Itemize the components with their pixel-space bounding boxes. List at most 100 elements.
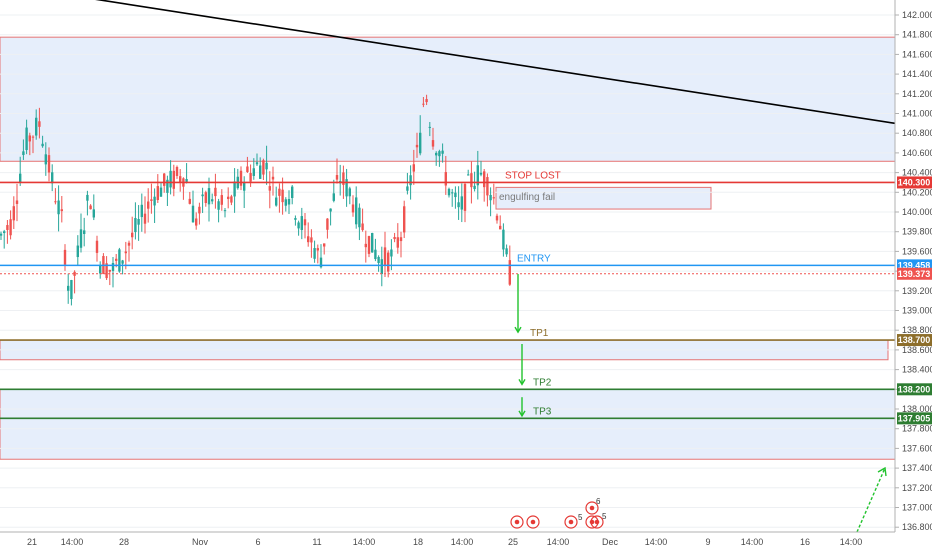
candle-body [63,249,67,265]
candle-body [95,240,99,253]
price-tick-label: 138.000 [902,404,932,414]
candle-body [179,176,182,183]
event-markers[interactable]: 565 [510,497,607,529]
time-tick-label: 14:00 [451,537,474,547]
candle-body [35,117,38,136]
event-marker[interactable] [526,515,540,529]
candle-body [175,166,179,176]
candle-body [499,225,502,230]
price-tick-label: 138.800 [902,325,932,335]
event-marker-count: 5 [602,512,607,521]
current-price-price-badge [897,267,932,280]
price-tick-label: 137.400 [902,463,932,473]
event-marker-count: 5 [578,513,583,522]
tp2-label: TP2 [533,377,552,388]
forecast-arrow-head [877,466,887,477]
candle-body [12,206,15,221]
candle-body [76,245,79,258]
candle-body [326,218,329,230]
candle-body [431,140,435,147]
candle-body [447,188,451,196]
event-marker[interactable] [590,515,604,529]
candle-body [297,222,300,229]
candle-body [230,196,233,203]
candle-body [86,194,89,201]
candle-body [70,280,73,300]
candle-body [99,265,102,274]
candle-body [291,186,294,199]
price-tick-label: 139.600 [902,246,932,256]
candle-body [303,219,307,226]
candle-body [115,258,118,261]
candle-body [79,229,83,248]
candle-body [249,173,252,182]
candle-body [246,166,249,173]
candle-body [415,144,419,148]
levels-layer: STOP LOST ENTRY TP1 TP2 TP3 engulfing fail [0,170,895,420]
candle-body [454,192,457,198]
price-tick-label: 140.200 [902,187,932,197]
tp2-price-badge [897,383,932,396]
candle-body [476,165,479,186]
price-tick-label: 137.800 [902,424,932,434]
candle-body [399,237,403,242]
event-marker[interactable] [510,515,524,529]
candle-body [143,213,147,224]
price-tick-label: 139.000 [902,306,932,316]
time-tick-label: Nov [192,537,209,547]
candle-body [252,168,255,176]
price-tick-label: 137.600 [902,443,932,453]
candle-body [67,285,70,291]
candle-body [278,188,281,196]
candle-body [259,165,262,179]
candle-body [329,208,332,212]
candle-body [127,242,131,246]
event-marker-dot [589,519,595,525]
candle-body [92,209,95,218]
candle-body [505,248,508,255]
price-tick-label: 137.000 [902,503,932,513]
tp3-label: TP3 [533,406,552,417]
candle-body [268,186,271,191]
candle-body [41,143,44,147]
price-tick-label: 141.400 [902,69,932,79]
candle-body [335,175,339,180]
candle-body [319,257,323,268]
engulfing-note: engulfing fail [499,192,555,203]
candle-body [118,249,121,272]
candle-body [364,243,367,248]
candle-body [156,186,159,201]
tp2-tp3-zone[interactable] [0,388,896,460]
candle-body [108,269,111,272]
candle-body [275,197,278,206]
event-marker[interactable] [564,515,578,529]
stop-lost-label: STOP LOST [505,170,561,181]
time-tick-label: 21 [27,537,37,547]
time-tick-label: 14:00 [547,537,570,547]
trendline[interactable] [70,0,896,125]
price-tick-label: 141.200 [902,89,932,99]
time-tick-label: 14:00 [840,537,863,547]
upper-resistance-zone[interactable] [0,36,896,162]
candle-body [387,252,390,272]
time-axis[interactable]: 21 14:00 28 Nov 6 11 14:00 18 14:00 25 14:00 Dec 14:… [0,531,932,550]
event-marker[interactable] [585,501,599,515]
candle-body [207,188,211,205]
candle-body [483,171,486,188]
candle-body [371,233,374,253]
candle-body [19,173,22,183]
time-tick-label: 14:00 [61,537,84,547]
candle-body [473,185,476,190]
candle-body [0,233,3,236]
candle-body [428,126,431,128]
time-tick-label: 14:00 [353,537,376,547]
candle-body [361,223,364,231]
candle-body [265,162,268,170]
price-tick-label: 140.800 [902,128,932,138]
candle-body [406,186,409,191]
time-tick-label: 25 [508,537,518,547]
price-tick-label: 138.600 [902,345,932,355]
event-marker-dot [568,519,574,525]
candle-body [444,172,447,186]
